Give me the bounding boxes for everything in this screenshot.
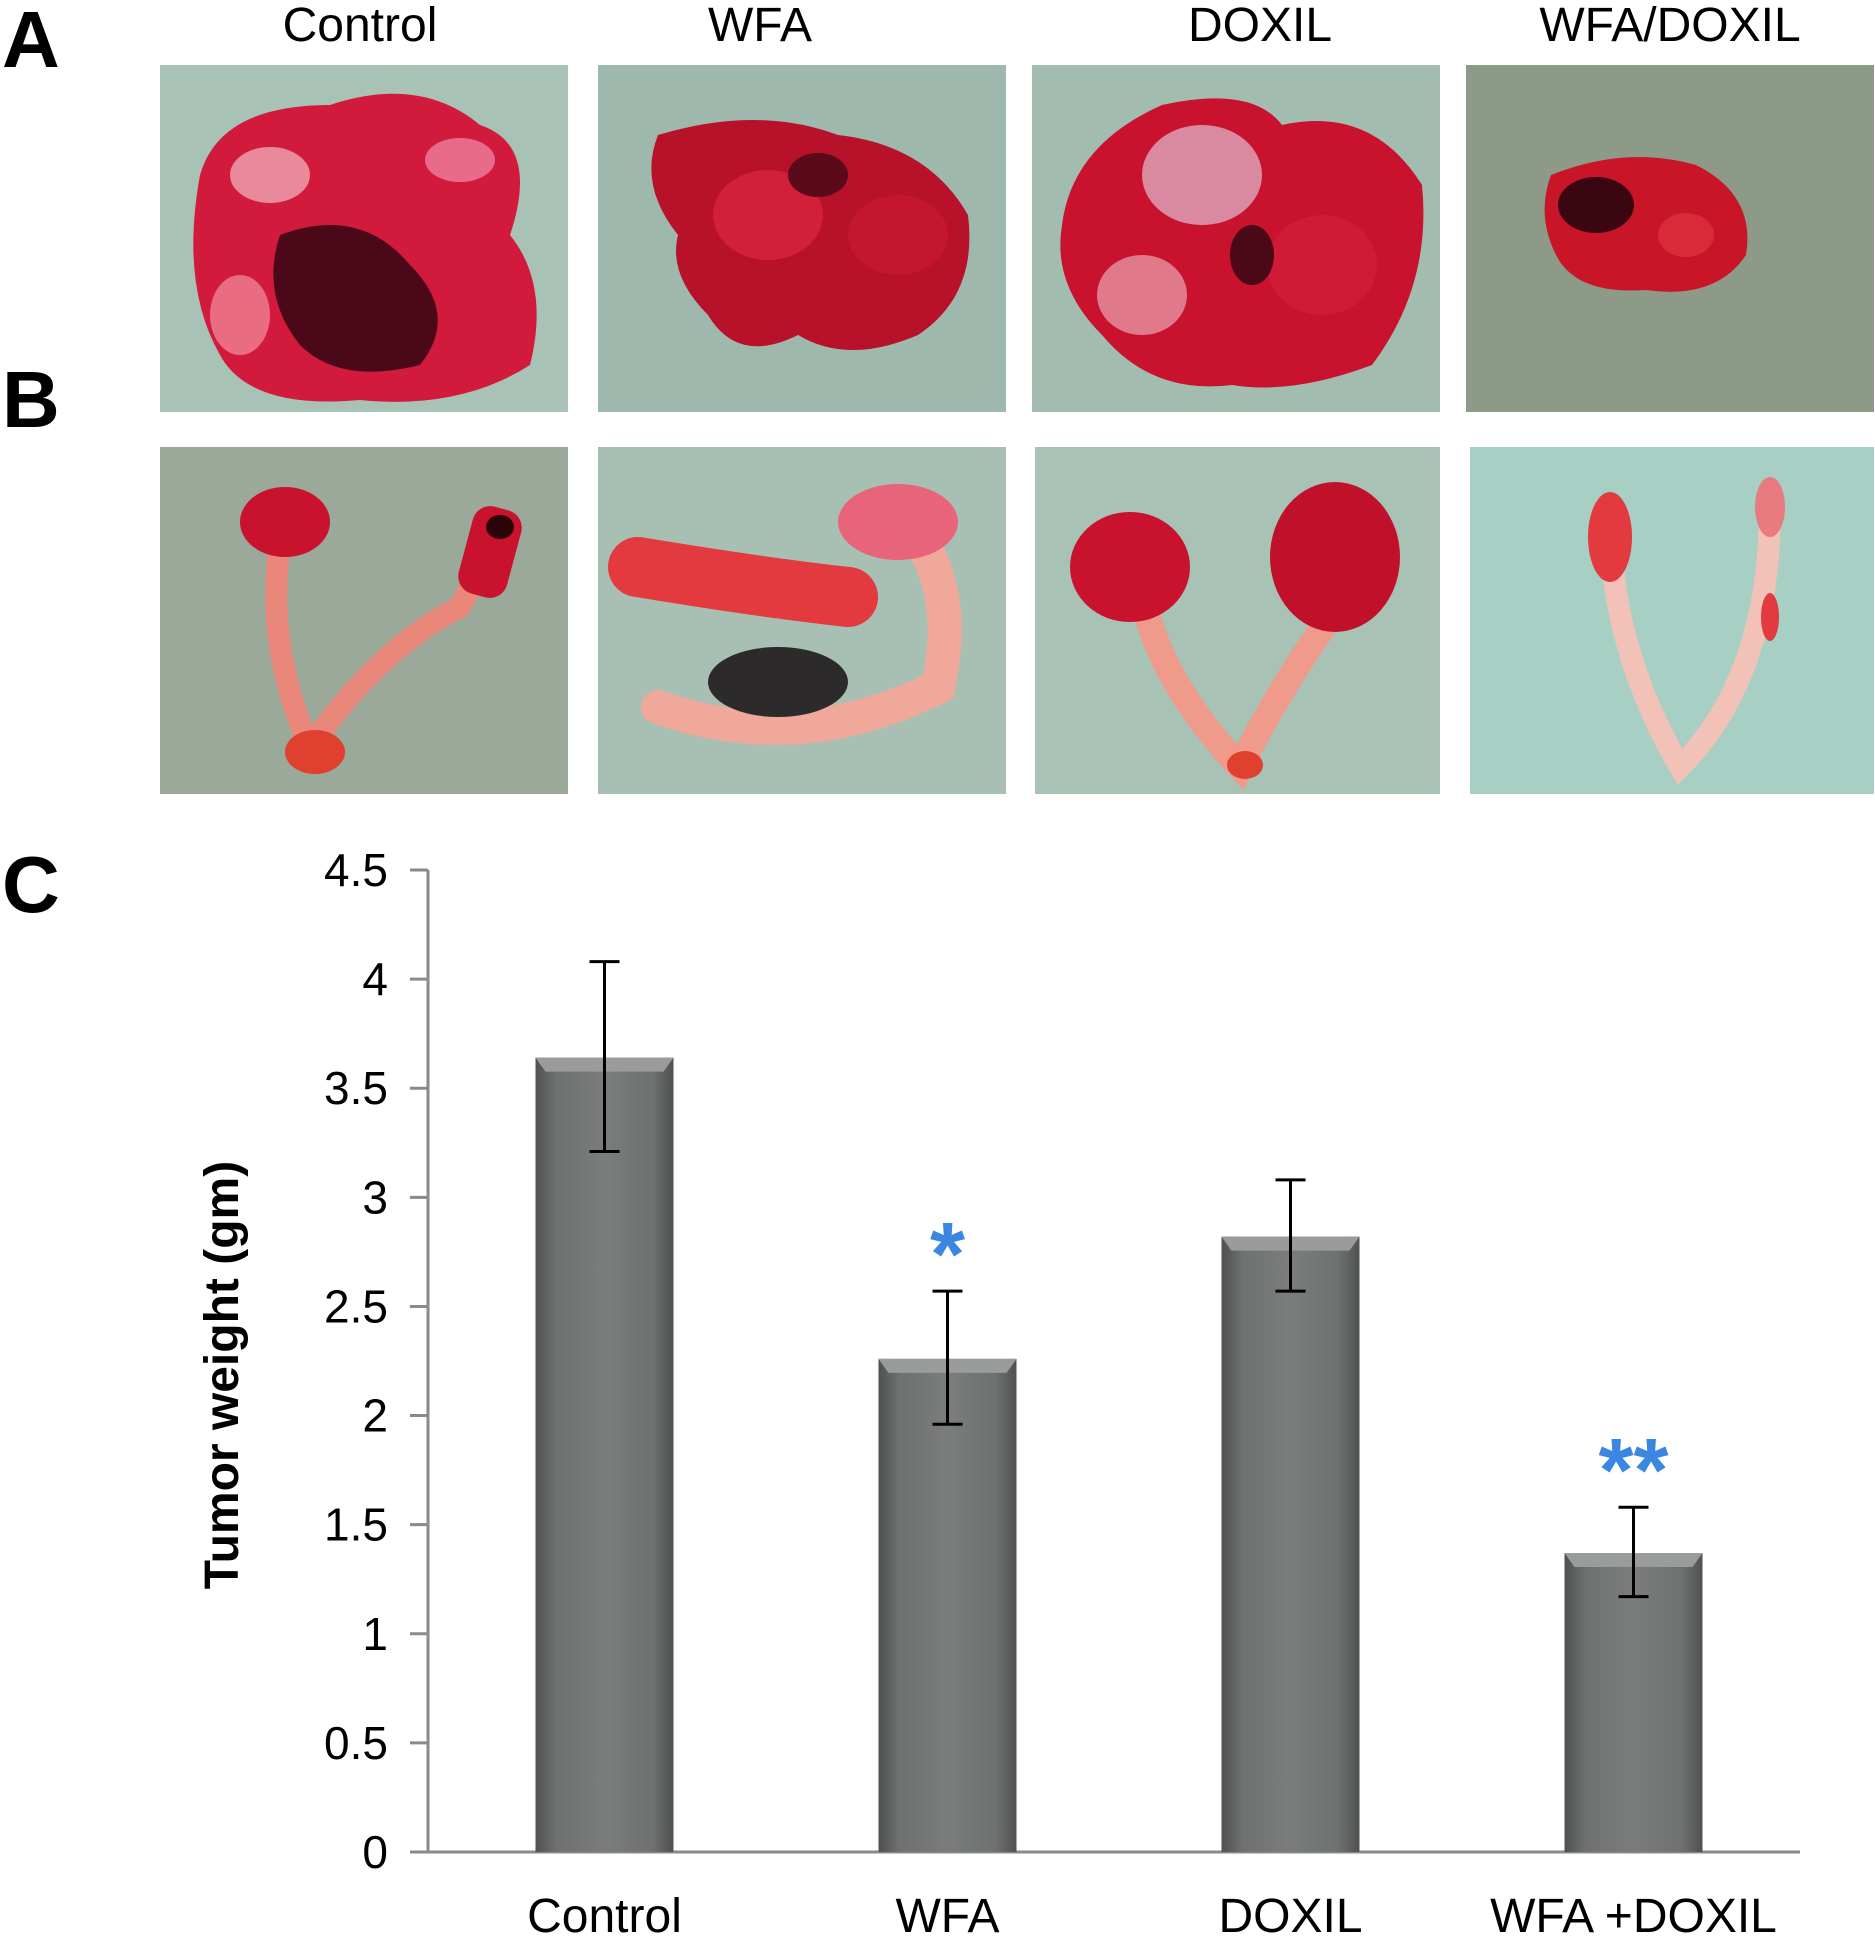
photo-tumor-wfa-doxil [1466,65,1874,412]
y-tick-label: 0.5 [324,1717,388,1769]
y-tick-label: 3 [362,1171,388,1223]
y-tick-label: 0 [362,1826,388,1878]
significance-marker: ** [1598,1421,1668,1521]
y-tick-label: 4 [362,953,388,1005]
column-label-wfa: WFA [708,0,812,52]
y-tick-label: 1 [362,1608,388,1660]
photo-tumor-doxil [1032,65,1440,412]
column-label-doxil: DOXIL [1187,0,1333,52]
photo-tumor-wfa [598,65,1006,412]
bar [1221,1236,1360,1852]
bar [1564,1553,1703,1852]
y-tick-label: 2 [362,1390,388,1442]
tumor-weight-bar-chart: 00.511.522.533.544.5 *** Control WFA DOXIL… [196,844,1800,1939]
x-tick-label: WFA [896,1890,1000,1939]
x-tick-label: WFA +DOXIL [1490,1890,1777,1939]
x-tick-label: Control [527,1890,682,1939]
y-tick-label: 1.5 [324,1499,388,1551]
significance-marker: * [930,1205,965,1305]
panel-label-b: B [2,355,60,444]
panel-label-a: A [2,0,60,84]
panel-label-c: C [2,840,60,929]
photo-uterus-wfa-doxil [1470,447,1874,794]
y-axis-label: Tumor weight (gm) [196,1161,249,1589]
photo-uterus-wfa [598,447,1006,794]
column-label-control: Control [282,0,438,52]
x-tick-label: DOXIL [1218,1890,1362,1939]
bar [535,1057,674,1852]
photo-uterus-control [160,447,568,794]
bar [878,1358,1017,1852]
y-tick-label: 4.5 [324,844,388,896]
photo-uterus-doxil [1035,447,1440,794]
y-tick-label: 3.5 [324,1062,388,1114]
photo-tumor-control [160,65,568,412]
column-label-wfa-doxil: WFA/DOXIL [1539,0,1801,52]
y-tick-label: 2.5 [324,1280,388,1332]
